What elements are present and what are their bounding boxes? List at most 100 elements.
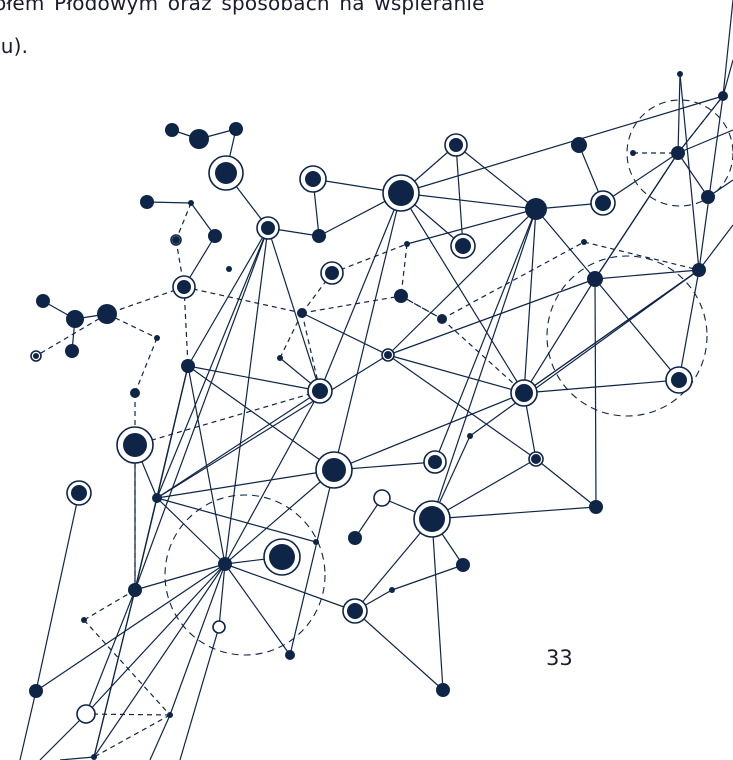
network-node <box>36 294 50 308</box>
network-edge <box>187 365 335 471</box>
network-edge <box>678 269 700 381</box>
network-dashed-edge <box>301 295 402 314</box>
network-dashed-edge <box>301 312 321 392</box>
network-node <box>671 372 687 388</box>
network-dashed-edge <box>400 243 408 297</box>
network-node <box>297 308 307 318</box>
network-dashed-edge <box>279 312 303 359</box>
network-node <box>229 122 243 136</box>
network-node <box>525 198 547 220</box>
network-node <box>404 241 410 247</box>
network-node <box>436 683 450 697</box>
network-edge <box>85 589 136 715</box>
network-edge <box>431 208 537 520</box>
network-node <box>269 544 295 570</box>
network-dashed-edge <box>83 589 136 621</box>
network-node <box>428 455 442 469</box>
network-solid-edges <box>19 0 733 760</box>
network-edge <box>431 518 444 691</box>
network-edge <box>224 390 321 565</box>
network-edge <box>224 563 291 656</box>
network-node <box>467 433 473 439</box>
network-node <box>71 485 87 501</box>
network-edge <box>594 278 680 381</box>
network-node <box>322 458 346 482</box>
network-node <box>152 493 162 503</box>
network-node <box>388 180 414 206</box>
network-edge <box>722 0 733 97</box>
network-node <box>419 506 445 532</box>
network-dashed-circles <box>164 99 733 656</box>
network-dashed-edge <box>93 714 171 758</box>
network-node <box>33 353 39 359</box>
network-edge <box>156 497 317 543</box>
network-dashed-edge <box>583 241 700 271</box>
network-edge <box>93 563 226 758</box>
network-dashed-edge <box>85 713 171 716</box>
network-edge <box>535 458 597 508</box>
network-edge <box>35 492 80 692</box>
network-edge <box>523 278 596 394</box>
network-node <box>449 138 463 152</box>
network-edge <box>594 278 597 508</box>
network-edge <box>698 95 724 271</box>
network-edge <box>35 563 226 692</box>
network-node <box>215 162 237 184</box>
network-dashed-edges <box>35 95 724 758</box>
network-node <box>671 146 685 160</box>
network-node <box>305 171 321 187</box>
network-edge <box>400 95 724 194</box>
network-edge <box>301 312 389 356</box>
network-dashed-edge <box>35 313 108 357</box>
network-edge <box>535 208 596 280</box>
network-edge <box>400 192 537 210</box>
network-edge <box>156 497 226 565</box>
network-node <box>218 557 232 571</box>
network-node <box>630 150 636 156</box>
network-node <box>313 539 319 545</box>
network-node <box>718 91 728 101</box>
network-node <box>188 200 194 206</box>
network-nodes <box>29 71 728 760</box>
network-node <box>587 271 603 287</box>
network-edge <box>431 458 537 520</box>
network-edge <box>594 152 679 280</box>
network-edge <box>400 192 525 394</box>
network-node <box>140 195 154 209</box>
network-node <box>595 195 611 211</box>
network-dashed-edge <box>183 286 189 367</box>
network-node <box>261 221 275 235</box>
network-dashed-edge <box>331 243 408 274</box>
network-edge <box>722 59 733 97</box>
network-dashed-circle <box>546 255 708 417</box>
network-edge <box>469 269 700 437</box>
network-edge <box>267 227 321 392</box>
network-edge <box>134 227 269 591</box>
network-dashed-circle <box>164 494 326 656</box>
network-node <box>589 500 603 514</box>
network-node <box>165 123 179 137</box>
network-edge <box>319 192 402 392</box>
network-node <box>189 129 209 149</box>
network-edge <box>391 564 464 591</box>
network-edge <box>187 365 321 392</box>
body-text-line-1: ołem Płodowym oraz sposobach na wspieran… <box>0 0 485 15</box>
network-node <box>177 280 191 294</box>
network-edge <box>19 690 37 760</box>
network-edge <box>169 563 226 716</box>
network-dashed-edge <box>106 286 185 315</box>
network-edge <box>333 192 402 471</box>
network-node-ring <box>76 704 96 724</box>
network-edge <box>224 227 269 565</box>
network-edge <box>387 208 537 356</box>
network-edge <box>156 469 335 499</box>
network-node <box>325 266 339 280</box>
network-node <box>226 266 232 272</box>
network-edge <box>594 269 700 280</box>
network-node <box>312 229 326 243</box>
network-edge <box>39 713 87 760</box>
network-edge <box>179 626 220 760</box>
network-dashed-edge <box>677 95 724 154</box>
network-edge <box>146 201 192 204</box>
network-edge <box>523 379 680 394</box>
